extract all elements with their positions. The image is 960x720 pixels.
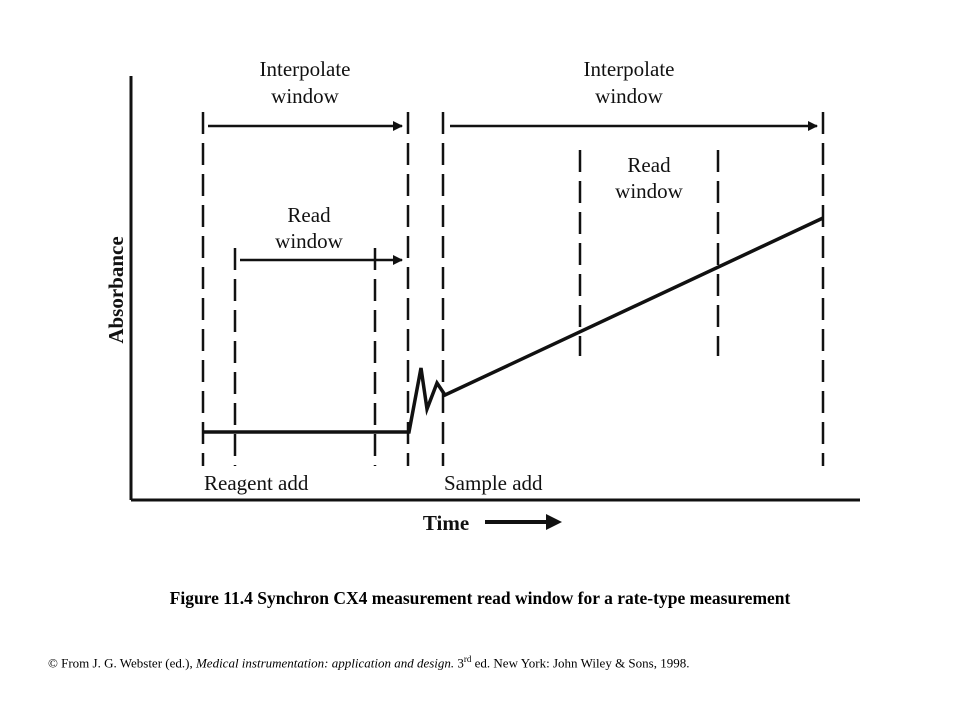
absorbance-time-diagram: Interpolate window Interpolate window Re…	[104, 57, 860, 535]
source-credit: © From J. G. Webster (ed.), Medical inst…	[48, 654, 689, 671]
y-axis-label: Absorbance	[104, 236, 128, 343]
read-window-left-label-line1: Read	[287, 203, 331, 227]
read-window-right-label-line2: window	[615, 179, 684, 203]
time-direction-arrowhead	[546, 514, 562, 530]
interpolate-window-right-label-line1: Interpolate	[584, 57, 675, 81]
interpolate-window-right-label-line2: window	[595, 84, 664, 108]
credit-edition-suffix: rd	[463, 654, 472, 664]
interpolate-window-left-label-line2: window	[271, 84, 340, 108]
sample-add-label: Sample add	[444, 471, 543, 495]
figure-caption: Figure 11.4 Synchron CX4 measurement rea…	[169, 588, 791, 608]
x-axis-label: Time	[423, 511, 469, 535]
credit-prefix: © From J. G. Webster (ed.),	[48, 655, 193, 671]
credit-title: Medical instrumentation: application and…	[195, 655, 455, 671]
credit-rest: ed. New York: John Wiley & Sons, 1998.	[474, 655, 690, 671]
interpolate-window-left-label-line1: Interpolate	[260, 57, 351, 81]
read-window-right-label-line1: Read	[627, 153, 671, 177]
absorbance-trace	[203, 216, 824, 434]
reagent-add-label: Reagent add	[204, 471, 309, 495]
credit-edition-number: 3	[457, 655, 464, 671]
read-window-left-label-line2: window	[275, 229, 344, 253]
